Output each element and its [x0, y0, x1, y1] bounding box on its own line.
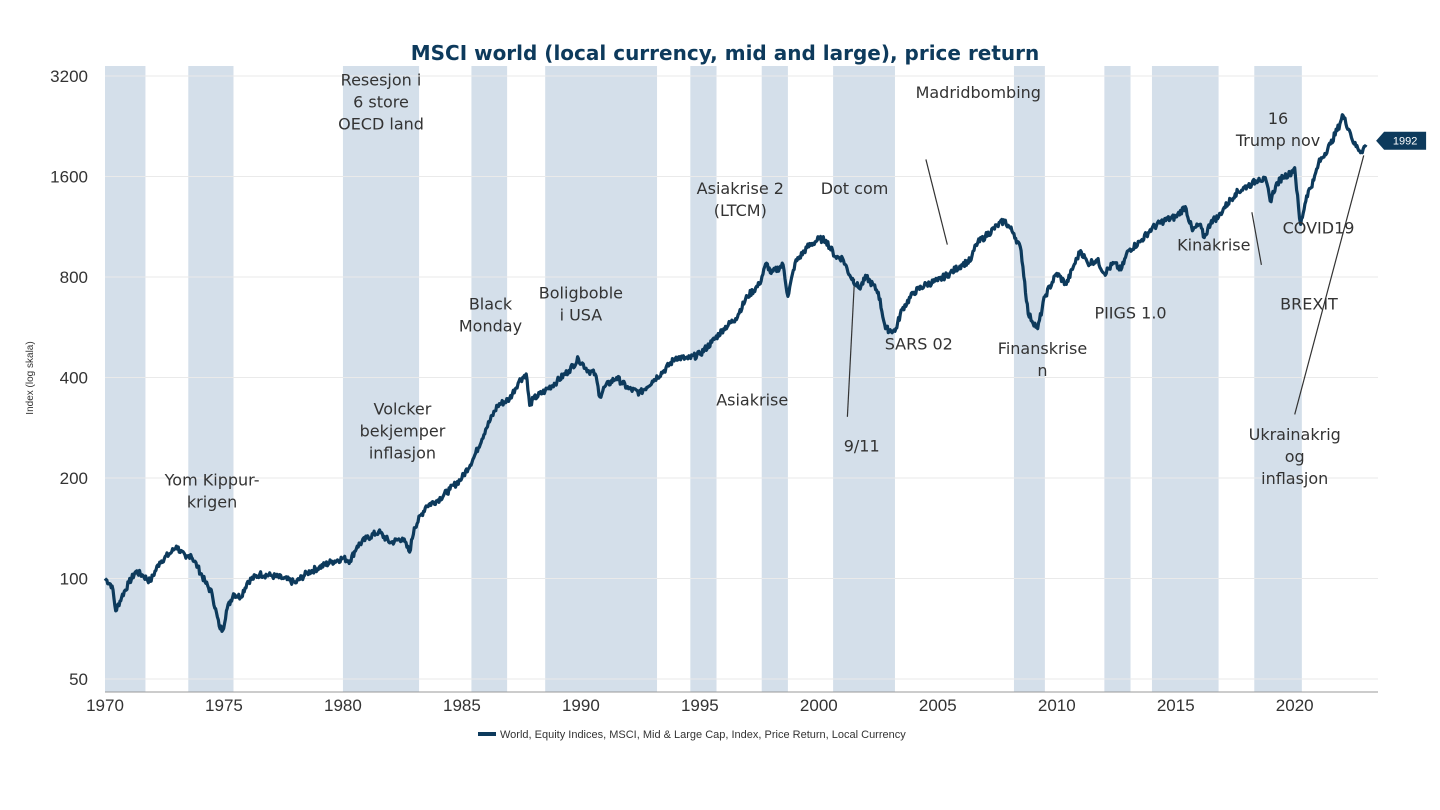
legend: World, Equity Indices, MSCI, Mid & Large… [478, 729, 906, 741]
end-value-label: 1992 [1393, 136, 1417, 148]
legend-label: World, Equity Indices, MSCI, Mid & Large… [500, 729, 906, 741]
x-tick-label: 1995 [681, 696, 719, 715]
series-group [103, 113, 1368, 634]
x-tick-label: 2010 [1038, 696, 1076, 715]
annotation-label: 16 Trump nov [1235, 109, 1320, 150]
shaded-period [188, 66, 234, 692]
grid-lines [105, 75, 1378, 680]
x-tick-label: 1970 [86, 696, 124, 715]
annotation-arrow [925, 159, 948, 245]
annotation-label: Yom Kippur-krigen [164, 470, 260, 511]
x-tick-label: 2005 [919, 696, 957, 715]
annotation-arrow [846, 278, 856, 417]
annotation-arrow [1251, 212, 1262, 265]
annotation-label: Ukrainakrig og inflasjon [1249, 425, 1341, 488]
shaded-period [833, 66, 895, 692]
shaded-period [545, 66, 658, 692]
chart-title: MSCI world (local currency, mid and larg… [411, 41, 1040, 65]
annotation-label: 9/11 [844, 437, 880, 456]
shaded-period [690, 66, 717, 692]
shaded-period [761, 66, 788, 692]
shaded-period [342, 66, 420, 692]
annotation-label: BREXIT [1280, 294, 1338, 313]
x-tick-label: 2020 [1276, 696, 1314, 715]
annotation-label: SARS 02 [885, 335, 953, 354]
shaded-periods [105, 66, 1302, 692]
annotation-label: Boligboble i USA [539, 283, 623, 324]
annotation-label: COVID19 [1283, 218, 1355, 237]
series-line [103, 113, 1368, 634]
shaded-period [1104, 66, 1131, 692]
x-tick-label: 1975 [205, 696, 243, 715]
shaded-period [1151, 66, 1219, 692]
x-tick-label: 2015 [1157, 696, 1195, 715]
end-value-tag: 1992 [1376, 131, 1427, 150]
x-tick-label: 1990 [562, 696, 600, 715]
shaded-period [1013, 66, 1045, 692]
y-tick-label: 1600 [50, 168, 88, 187]
annotation-label: Dot com [821, 179, 889, 198]
shaded-period [1254, 66, 1302, 692]
y-tick-label: 800 [60, 268, 88, 287]
annotation-label: Asiakrise [716, 390, 788, 409]
annotation-label: Finanskrise n [998, 339, 1087, 380]
x-tick-label: 1985 [443, 696, 481, 715]
x-tick-label: 2000 [800, 696, 838, 715]
annotation-arrows [846, 155, 1365, 417]
y-tick-label: 50 [69, 670, 88, 689]
annotation-label: Kinakrise [1177, 236, 1250, 255]
y-tick-label: 3200 [50, 67, 88, 86]
annotation-label: Black Monday [459, 294, 522, 335]
end-value-marker [1376, 131, 1427, 150]
y-tick-label: 400 [60, 369, 88, 388]
annotation-label: Madridbombing [916, 83, 1041, 102]
x-tick-label: 1980 [324, 696, 362, 715]
y-tick-label: 100 [60, 570, 88, 589]
shaded-period [471, 66, 508, 692]
x-axis-ticks: 1970 1975 1980 1985 1990 1995 2000 2005 2010 2015… [86, 696, 1314, 715]
annotation-label: PIIGS 1.0 [1094, 304, 1166, 323]
y-tick-label: 200 [60, 469, 88, 488]
y-axis-label: Index (log skala) [25, 341, 36, 414]
annotation-arrow [1294, 155, 1365, 415]
annotation-label: Asiakrise 2 (LTCM) [697, 179, 784, 220]
annotation-label: Volcker bekjemper inflasjon [360, 399, 446, 462]
shaded-period [105, 66, 146, 692]
y-axis-ticks: 50 100 200 400 800 1600 3200 [50, 67, 88, 689]
